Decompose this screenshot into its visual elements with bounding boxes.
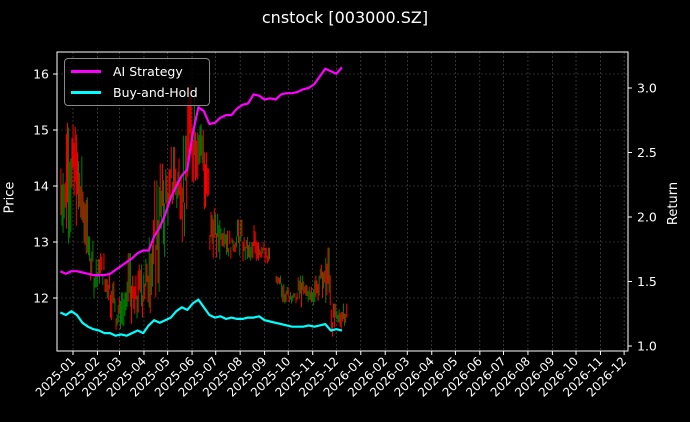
- legend-item-ai-strategy: AI Strategy: [71, 62, 183, 80]
- chart-title: cnstock [003000.SZ]: [261, 8, 429, 27]
- svg-text:16: 16: [33, 67, 49, 82]
- legend-label: AI Strategy: [113, 63, 183, 79]
- svg-text:1.0: 1.0: [637, 339, 657, 354]
- return-lines: [59, 66, 343, 337]
- x-axis-ticks: 2025-012025-022025-032025-042025-052025-…: [33, 351, 629, 400]
- legend-label: Buy-and-Hold: [113, 84, 198, 100]
- right-axis-label: Return: [666, 181, 682, 226]
- svg-text:2.5: 2.5: [637, 145, 657, 160]
- legend-item-buy-and-hold: Buy-and-Hold: [71, 83, 198, 101]
- svg-text:2.0: 2.0: [637, 210, 657, 225]
- legend-swatch-magenta: [71, 69, 101, 73]
- svg-text:12: 12: [33, 291, 49, 306]
- svg-text:14: 14: [33, 179, 49, 194]
- candlestick-series: [60, 85, 348, 337]
- plot-frame: [56, 51, 629, 352]
- svg-text:1.5: 1.5: [637, 274, 657, 289]
- legend: AI Strategy Buy-and-Hold: [64, 58, 210, 106]
- left-axis-label: Price: [2, 181, 18, 214]
- left-axis-ticks: 12 13 14 15 16: [33, 67, 57, 306]
- svg-text:3.0: 3.0: [637, 81, 657, 96]
- svg-text:13: 13: [33, 235, 49, 250]
- legend-swatch-cyan: [71, 90, 101, 94]
- right-axis-ticks: 1.0 1.5 2.0 2.5 3.0: [628, 81, 657, 354]
- svg-text:15: 15: [33, 123, 49, 138]
